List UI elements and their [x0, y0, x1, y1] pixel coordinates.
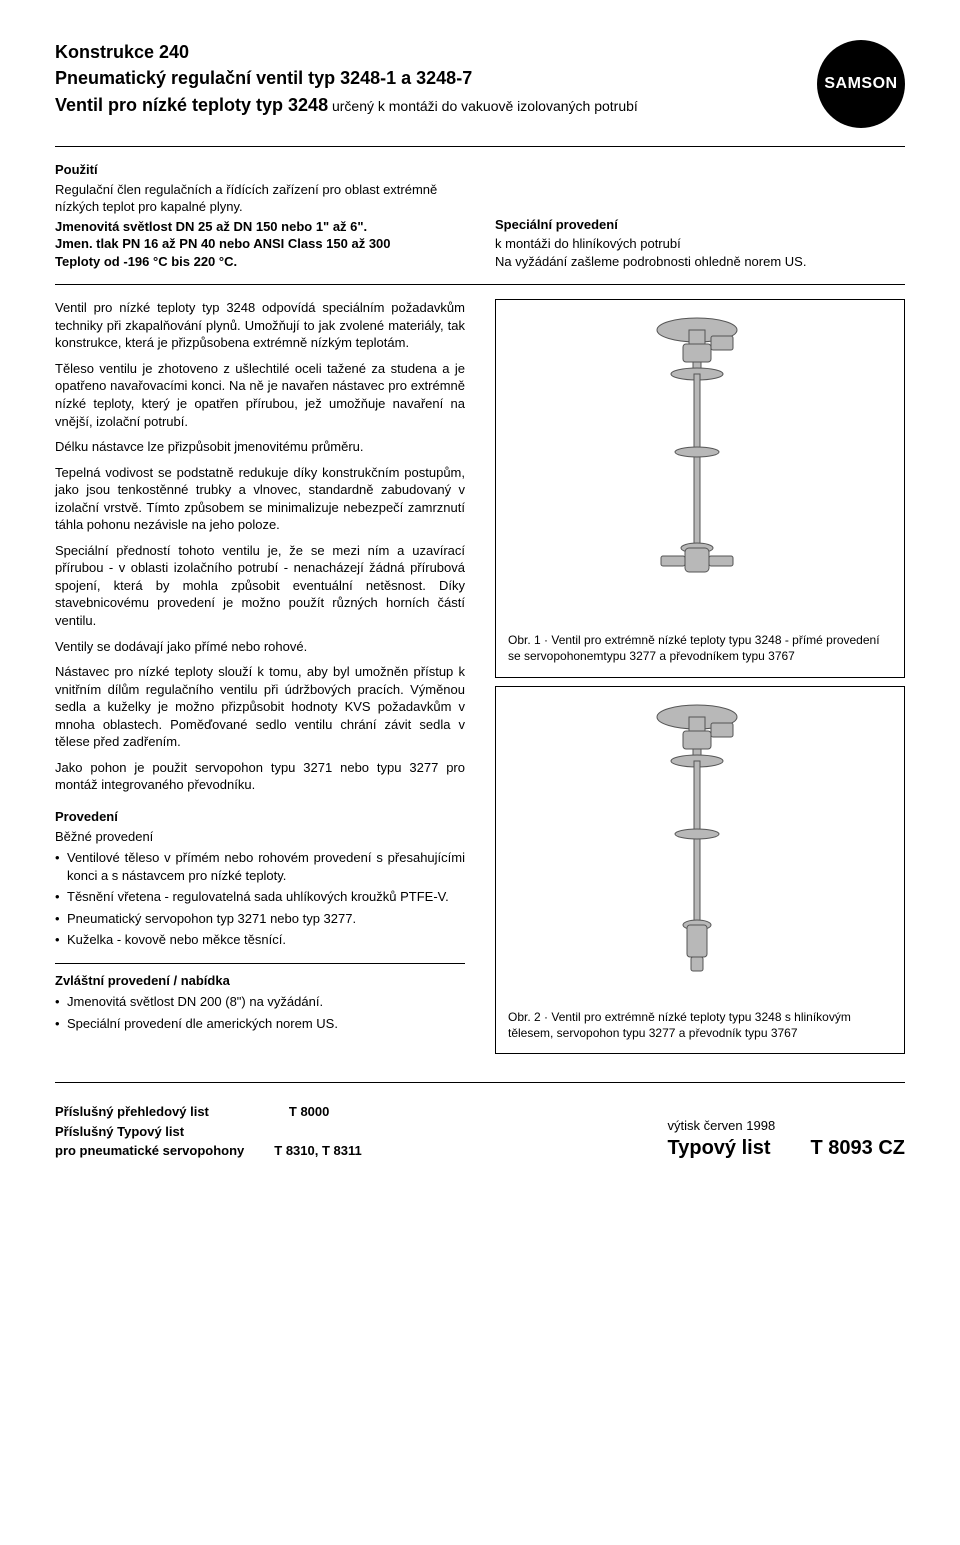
body-p3: Délku nástavce lze přizpůsobit jmenovité… — [55, 438, 465, 456]
divider — [55, 284, 905, 285]
body-text-column: Ventil pro nízké teploty typ 3248 odpoví… — [55, 299, 465, 1062]
body-p4: Tepelná vodivost se podstatně redukuje d… — [55, 464, 465, 534]
body-p1: Ventil pro nízké teploty typ 3248 odpoví… — [55, 299, 465, 352]
subtitle-normal: určený k montáži do vakuově izolovaných … — [328, 98, 638, 114]
body-p5: Speciální předností tohoto ventilu je, ž… — [55, 542, 465, 630]
page-header: Konstrukce 240 Pneumatický regulační ven… — [55, 40, 905, 128]
usage-spec2: Jmen. tlak PN 16 až PN 40 nebo ANSI Clas… — [55, 235, 465, 253]
valve-diagram-icon — [635, 312, 765, 622]
usage-spec1: Jmenovitá světlost DN 25 až DN 150 nebo … — [55, 218, 465, 236]
special-line2: Na vyžádání zašleme podrobnosti ohledně … — [495, 253, 905, 271]
provedeni-item: Těsnění vřetena - regulovatelná sada uhl… — [55, 888, 465, 906]
divider — [55, 146, 905, 147]
provedeni-sub: Běžné provedení — [55, 828, 465, 846]
usage-heading: Použití — [55, 161, 465, 179]
provedeni-item: Kuželka - kovově nebo měkce těsnící. — [55, 931, 465, 949]
main-content: Ventil pro nízké teploty typ 3248 odpoví… — [55, 299, 905, 1062]
zvlastni-item: Speciální provedení dle amerických norem… — [55, 1015, 465, 1033]
footer-left: Příslušný přehledový list T 8000 Přísluš… — [55, 1103, 362, 1162]
series-title: Konstrukce 240 — [55, 40, 817, 64]
footer-ref3-label: pro pneumatické servopohony — [55, 1142, 244, 1160]
footer-issue: výtisk červen 1998 — [668, 1117, 905, 1135]
provedeni-list: Ventilové těleso v přímém nebo rohovém p… — [55, 849, 465, 949]
provedeni-heading: Provedení — [55, 808, 465, 826]
figure-2-image — [508, 699, 892, 999]
footer-row: Příslušný přehledový list T 8000 Přísluš… — [55, 1103, 905, 1162]
valve-title: Pneumatický regulační ventil typ 3248-1 … — [55, 66, 817, 90]
figure-1-image — [508, 312, 892, 622]
header-text: Konstrukce 240 Pneumatický regulační ven… — [55, 40, 817, 119]
samson-logo: SAMSON — [817, 40, 905, 128]
provedeni-item: Ventilové těleso v přímém nebo rohovém p… — [55, 849, 465, 884]
body-p7: Nástavec pro nízké teploty slouží k tomu… — [55, 663, 465, 751]
subtitle-bold: Ventil pro nízké teploty typ 3248 — [55, 95, 328, 115]
page-footer: Příslušný přehledový list T 8000 Přísluš… — [55, 1103, 905, 1162]
footer-ref2-label: Příslušný Typový list — [55, 1123, 362, 1141]
usage-spec3: Teploty od -196 °C bis 220 °C. — [55, 253, 465, 271]
figure-1-box: Obr. 1 · Ventil pro extrémně nízké teplo… — [495, 299, 905, 677]
usage-text: Regulační člen regulačních a řídících za… — [55, 181, 465, 216]
figures-column: Obr. 1 · Ventil pro extrémně nízké teplo… — [495, 299, 905, 1062]
valve-diagram-icon — [635, 699, 765, 999]
special-block: Speciální provedení k montáži do hliníko… — [495, 161, 905, 270]
body-p6: Ventily se dodávají jako přímé nebo roho… — [55, 638, 465, 656]
body-p8: Jako pohon je použit servopohon typu 327… — [55, 759, 465, 794]
divider — [55, 1082, 905, 1083]
divider — [55, 963, 465, 964]
special-line1: k montáži do hliníkových potrubí — [495, 235, 905, 253]
valve-subtitle: Ventil pro nízké teploty typ 3248 určený… — [55, 93, 817, 117]
figure-1-caption: Obr. 1 · Ventil pro extrémně nízké teplo… — [508, 632, 892, 664]
usage-special-row: Použití Regulační člen regulačních a říd… — [55, 161, 905, 270]
footer-ref3-code: T 8310, T 8311 — [274, 1142, 361, 1160]
usage-block: Použití Regulační člen regulačních a říd… — [55, 161, 465, 270]
zvlastni-item: Jmenovitá světlost DN 200 (8") na vyžádá… — [55, 993, 465, 1011]
body-p2: Těleso ventilu je zhotoveno z ušlechtilé… — [55, 360, 465, 430]
special-heading: Speciální provedení — [495, 216, 905, 234]
footer-ref1-code: T 8000 — [289, 1103, 329, 1121]
footer-typovy: Typový list — [668, 1135, 771, 1162]
zvlastni-heading: Zvláštní provedení / nabídka — [55, 972, 465, 990]
figure-2-caption: Obr. 2 · Ventil pro extrémně nízké teplo… — [508, 1009, 892, 1041]
zvlastni-block: Zvláštní provedení / nabídka Jmenovitá s… — [55, 972, 465, 1033]
provedeni-block: Provedení Běžné provedení Ventilové těle… — [55, 808, 465, 949]
provedeni-item: Pneumatický servopohon typ 3271 nebo typ… — [55, 910, 465, 928]
footer-right: výtisk červen 1998 Typový list T 8093 CZ — [668, 1117, 905, 1162]
figure-2-box: Obr. 2 · Ventil pro extrémně nízké teplo… — [495, 686, 905, 1054]
footer-ref1-label: Příslušný přehledový list — [55, 1103, 209, 1121]
footer-code: T 8093 CZ — [811, 1135, 905, 1162]
logo-text: SAMSON — [824, 73, 897, 95]
zvlastni-list: Jmenovitá světlost DN 200 (8") na vyžádá… — [55, 993, 465, 1032]
